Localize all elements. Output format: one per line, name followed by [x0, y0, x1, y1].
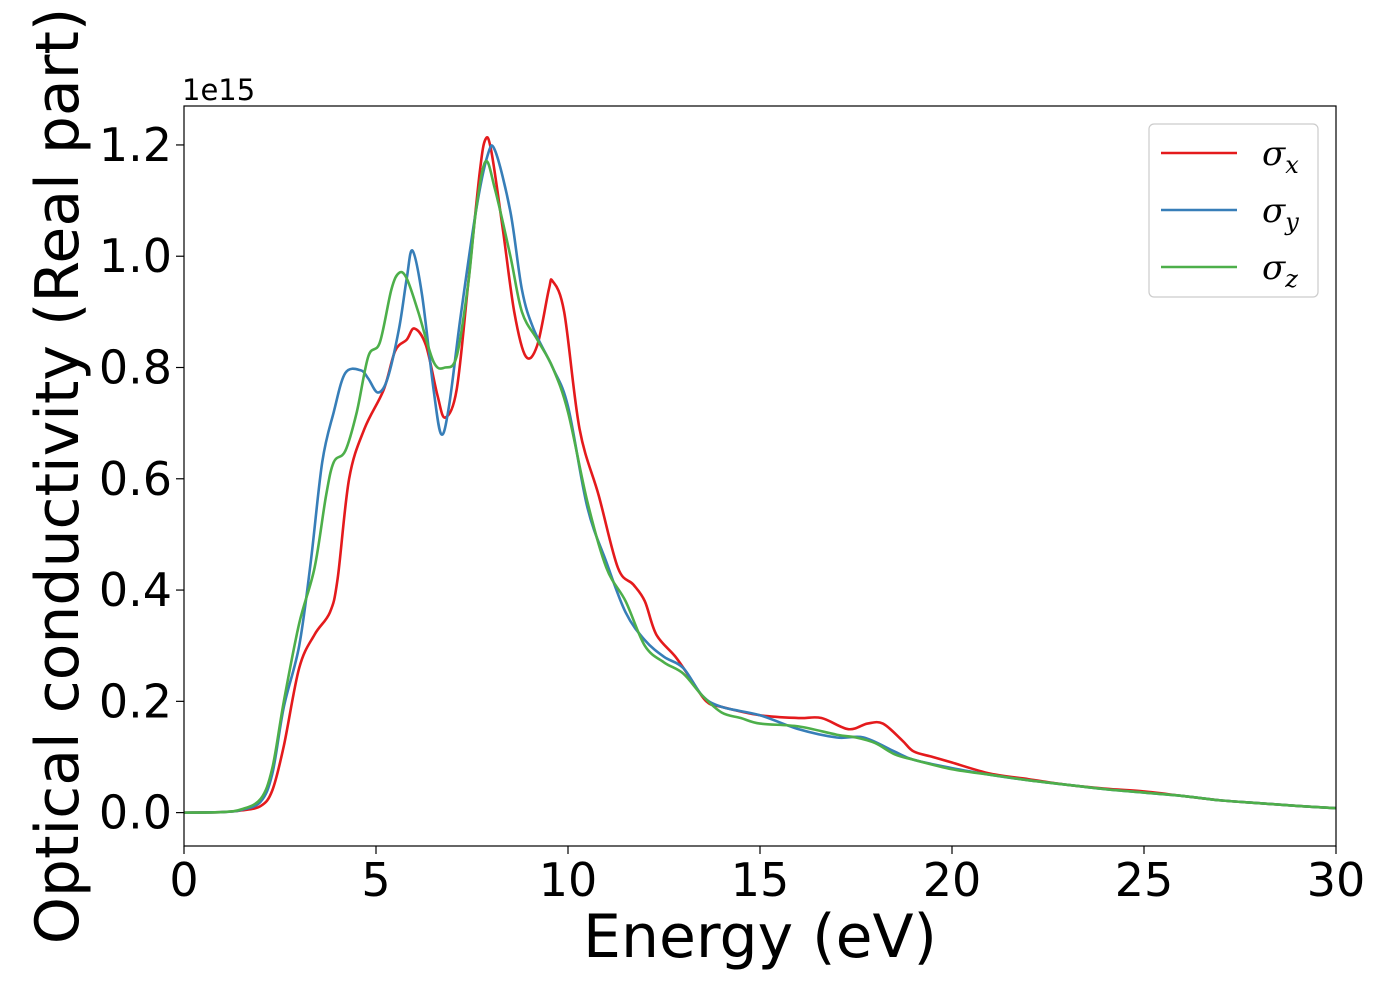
- x-tick-label: 20: [923, 853, 982, 907]
- legend-label-x: σx: [1262, 134, 1299, 179]
- series-lines: [183, 136, 1337, 814]
- x-tick-label: 25: [1115, 853, 1174, 907]
- y-tick-label: 0.2: [99, 674, 172, 728]
- y-tick-label: 1.2: [99, 118, 172, 172]
- x-axis: 0 5 10 15 20 25 30: [169, 846, 1365, 907]
- x-tick-label: 0: [169, 853, 198, 907]
- x-tick-label: 30: [1307, 853, 1366, 907]
- series-line-x: [183, 136, 1337, 814]
- y-tick-label: 0.4: [99, 563, 172, 617]
- legend-label-y: σy: [1262, 191, 1299, 236]
- y-tick-label: 1.0: [99, 229, 172, 283]
- y-tick-label: 0.0: [99, 786, 172, 840]
- series-line-z: [183, 159, 1337, 814]
- y-offset-label: 1e15: [182, 73, 255, 107]
- y-tick-label: 0.6: [99, 452, 172, 506]
- x-tick-label: 10: [539, 853, 598, 907]
- y-axis-title: Optical conductivity (Real part): [23, 8, 93, 945]
- legend: σx σy σz: [1148, 123, 1319, 298]
- x-tick-label: 5: [361, 853, 390, 907]
- y-axis: 0.0 0.2 0.4 0.6 0.8 1.0 1.2: [99, 118, 184, 840]
- y-tick-label: 0.8: [99, 341, 172, 395]
- x-tick-label: 15: [731, 853, 790, 907]
- x-axis-title: Energy (eV): [583, 902, 937, 972]
- legend-label-z: σz: [1262, 248, 1298, 293]
